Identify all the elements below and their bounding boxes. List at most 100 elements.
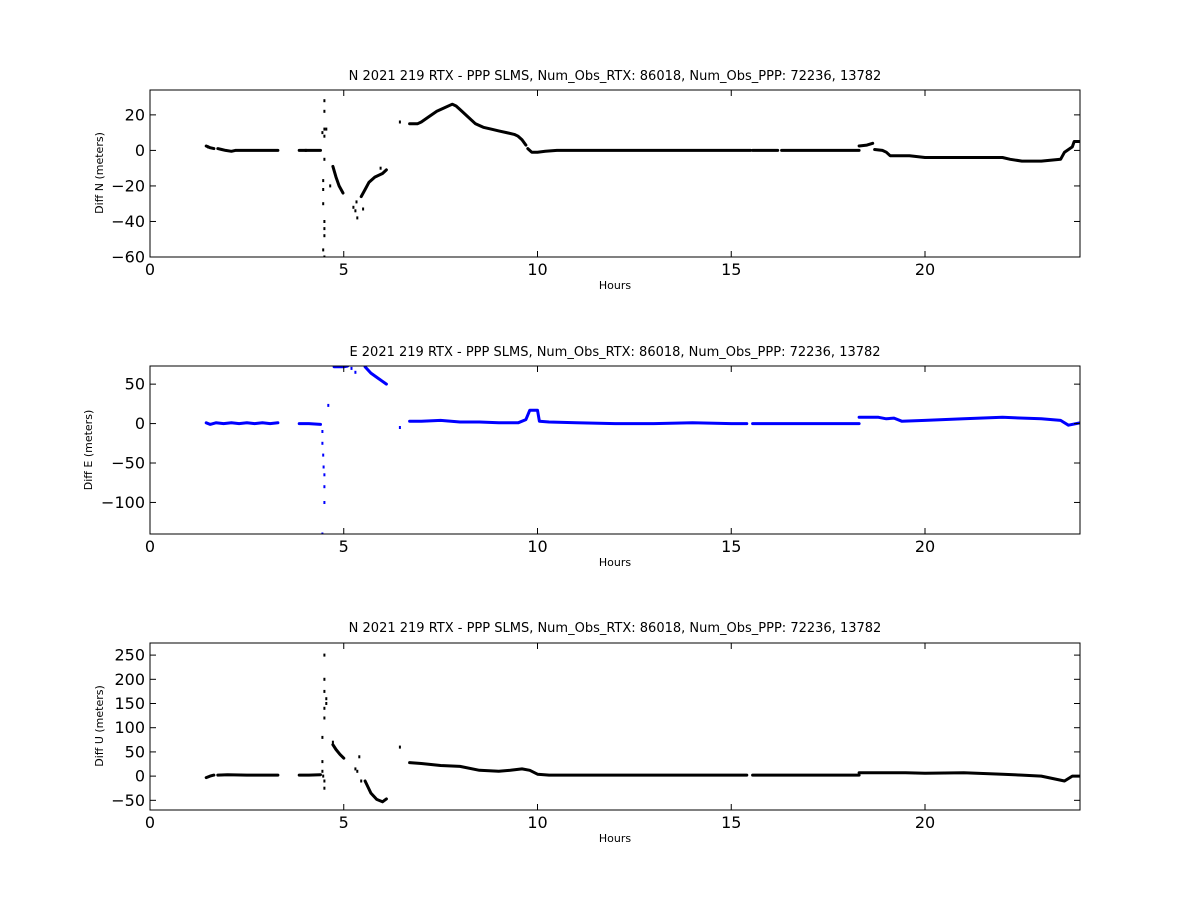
subplot-up-ytick-label: 150 bbox=[114, 694, 145, 713]
subplot-up-point bbox=[323, 689, 326, 693]
subplot-east-trace-segment bbox=[857, 415, 1080, 427]
subplot-up-xtick-label: 10 bbox=[527, 813, 547, 832]
subplot-north-frame bbox=[149, 89, 1081, 258]
subplot-east-frame bbox=[149, 365, 1081, 535]
subplot-east-trace-segment bbox=[363, 366, 388, 386]
subplot-up-xtick-label: 0 bbox=[145, 813, 155, 832]
subplot-up-title: N 2021 219 RTX - PPP SLMS, Num_Obs_RTX: … bbox=[349, 621, 882, 636]
subplot-up-point bbox=[321, 769, 324, 773]
subplot-up-point bbox=[354, 767, 357, 771]
subplot-up-point bbox=[321, 760, 324, 764]
subplot-up: N 2021 219 RTX - PPP SLMS, Num_Obs_RTX: … bbox=[93, 621, 1081, 845]
subplot-east-xlabel: Hours bbox=[599, 556, 631, 569]
subplot-up-point bbox=[323, 706, 326, 710]
subplot-north-point bbox=[329, 184, 332, 188]
subplot-up-point bbox=[323, 716, 326, 720]
subplot-up-point bbox=[323, 653, 326, 657]
subplot-up-point bbox=[325, 702, 328, 705]
subplot-up-trace-segment bbox=[331, 743, 346, 760]
subplot-up-xtick-label: 20 bbox=[915, 813, 935, 832]
subplot-north-xtick-label: 15 bbox=[721, 260, 741, 279]
subplot-east-point bbox=[323, 501, 326, 504]
subplot-north-xtick-label: 0 bbox=[145, 260, 155, 279]
subplot-north-ytick-label: 20 bbox=[125, 105, 145, 124]
subplot-up-point bbox=[356, 769, 359, 773]
subplot-east-point bbox=[322, 465, 325, 469]
subplot-north-title: N 2021 219 RTX - PPP SLMS, Num_Obs_RTX: … bbox=[349, 69, 882, 84]
subplot-east-point bbox=[323, 473, 326, 477]
subplot-east-point bbox=[321, 532, 324, 534]
subplot-north-point bbox=[356, 216, 359, 220]
subplot-up-ytick-label: 50 bbox=[125, 742, 145, 761]
subplot-north-point bbox=[323, 220, 326, 223]
subplot-east-point bbox=[321, 430, 324, 433]
subplot-east-point bbox=[398, 426, 401, 429]
subplot-up-series bbox=[204, 653, 1080, 804]
subplot-north-point bbox=[322, 248, 325, 252]
subplot-north-ylabel: Diff N (meters) bbox=[93, 132, 106, 214]
subplot-up-ytick-label: 100 bbox=[114, 718, 145, 737]
subplot-east-xtick-label: 0 bbox=[145, 537, 155, 556]
subplot-up-trace-segment bbox=[204, 773, 216, 780]
subplot-up-ytick-label: 0 bbox=[135, 767, 145, 786]
subplot-east-ytick-label: −50 bbox=[111, 454, 145, 473]
subplot-north-point bbox=[207, 145, 210, 149]
subplot-north-trace-segment bbox=[216, 147, 280, 153]
subplot-up-ytick-label: 250 bbox=[114, 646, 145, 665]
subplot-up-point bbox=[325, 697, 328, 701]
subplot-north-point bbox=[321, 131, 324, 135]
subplot-east-series bbox=[204, 366, 1080, 534]
subplot-north-point bbox=[352, 205, 355, 209]
subplot-up-point bbox=[323, 677, 326, 681]
subplot-north-series bbox=[204, 99, 1080, 257]
subplot-east-xtick-label: 20 bbox=[915, 537, 935, 556]
subplot-up-trace-segment bbox=[363, 779, 388, 804]
subplot-north-point bbox=[323, 109, 326, 113]
subplot-north-trace-segment bbox=[857, 141, 875, 148]
subplot-north-ytick-label: −60 bbox=[111, 248, 145, 267]
subplot-north-point bbox=[323, 234, 326, 238]
subplot-north-xlabel: Hours bbox=[599, 279, 631, 292]
subplot-north-point bbox=[379, 166, 382, 170]
subplot-up-xtick-label: 15 bbox=[721, 813, 741, 832]
subplot-up-frame bbox=[149, 642, 1081, 811]
subplot-east-point bbox=[354, 370, 357, 374]
subplot-north-point bbox=[323, 99, 326, 103]
subplot-east-point bbox=[321, 441, 324, 445]
subplot-north-point bbox=[355, 200, 358, 204]
subplot-north-trace-segment bbox=[359, 168, 388, 199]
subplot-east-xtick-label: 5 bbox=[339, 537, 349, 556]
subplot-up-point bbox=[322, 774, 325, 778]
subplot-east-point bbox=[327, 403, 330, 407]
subplot-east-ytick-label: 50 bbox=[125, 375, 145, 394]
subplot-north-trace-segment bbox=[331, 164, 345, 195]
subplot-east-ylabel: Diff E (meters) bbox=[82, 410, 95, 490]
subplot-up-point bbox=[323, 786, 326, 790]
subplot-up-xlabel: Hours bbox=[599, 832, 631, 845]
subplot-east-ytick-label: 0 bbox=[135, 414, 145, 433]
subplot-north-point bbox=[325, 127, 328, 131]
subplot-north: N 2021 219 RTX - PPP SLMS, Num_Obs_RTX: … bbox=[93, 69, 1081, 292]
subplot-up-ytick-label: −50 bbox=[111, 791, 145, 810]
subplot-north-point bbox=[323, 127, 326, 131]
subplot-up-ylabel: Diff U (meters) bbox=[93, 685, 106, 767]
subplot-east-trace-segment bbox=[204, 421, 280, 426]
subplot-north-point bbox=[323, 255, 326, 257]
subplot-east-xtick-label: 15 bbox=[721, 537, 741, 556]
subplot-east-title: E 2021 219 RTX - PPP SLMS, Num_Obs_RTX: … bbox=[349, 345, 880, 360]
subplot-north-point bbox=[323, 157, 326, 161]
subplot-north-trace-segment bbox=[526, 147, 753, 154]
subplot-east-trace-segment bbox=[408, 408, 749, 426]
subplot-north-xtick-label: 10 bbox=[527, 260, 547, 279]
subplot-east-ytick-label: −100 bbox=[101, 493, 145, 512]
subplot-east-trace-segment bbox=[297, 422, 322, 426]
subplot-up-point bbox=[331, 740, 334, 744]
subplot-north-trace-segment bbox=[873, 140, 1080, 163]
subplot-up-point bbox=[358, 755, 361, 759]
subplot-east-point bbox=[350, 366, 353, 370]
subplot-north-trace-segment bbox=[408, 102, 528, 147]
subplot-east-point bbox=[322, 453, 325, 457]
subplot-north-ytick-label: −20 bbox=[111, 176, 145, 195]
subplot-north-point bbox=[322, 202, 325, 206]
